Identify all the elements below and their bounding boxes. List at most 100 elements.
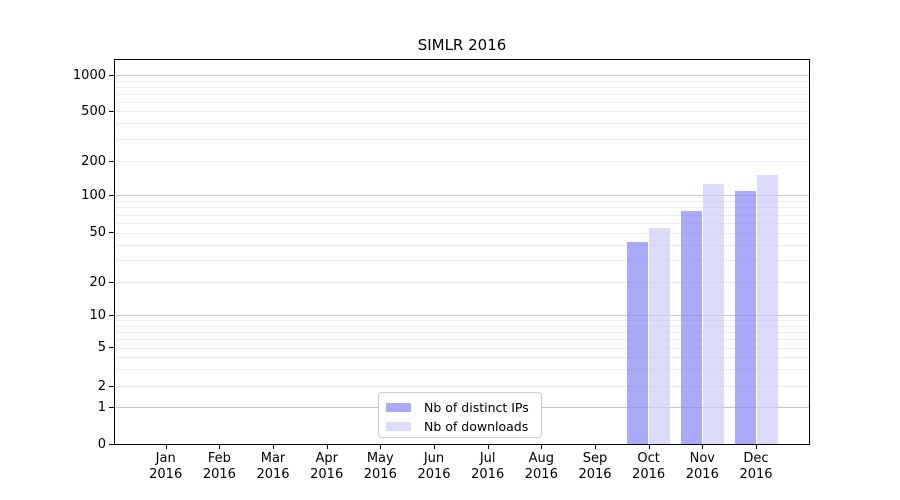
gridline-major — [115, 315, 809, 316]
y-tick-mark — [109, 406, 114, 408]
x-tick-label-year: 2016 — [471, 466, 505, 482]
gridline-minor — [115, 339, 809, 341]
gridline-minor — [115, 386, 809, 388]
y-tick-label: 0 — [97, 436, 106, 452]
y-tick-label: 200 — [81, 153, 106, 169]
legend-item-downloads: Nb of downloads — [386, 417, 541, 436]
x-tick-mark — [219, 445, 221, 449]
bar-dec-downloads — [756, 174, 778, 444]
gridline-major — [115, 195, 809, 197]
gridline-minor — [115, 93, 809, 95]
gridline-minor — [115, 347, 809, 349]
gridline-minor — [115, 201, 809, 203]
legend-swatch-distinct-ips — [386, 403, 411, 412]
x-tick-mark — [380, 445, 382, 449]
gridline-minor — [115, 232, 809, 234]
gridline-minor — [115, 244, 809, 246]
y-tick-mark — [109, 347, 114, 349]
x-tick-label: Jul 2016 — [460, 451, 516, 482]
x-tick-label-year: 2016 — [417, 466, 451, 482]
x-tick-label-year: 2016 — [310, 466, 344, 482]
x-tick-label-year: 2016 — [685, 466, 719, 482]
gridline-minor — [115, 260, 809, 262]
y-tick-label: 2 — [97, 378, 106, 394]
plot-area — [114, 59, 810, 445]
gridline-minor — [115, 214, 809, 216]
gridline-minor — [115, 320, 809, 321]
y-tick-mark — [109, 281, 114, 283]
x-tick-label: Aug 2016 — [513, 451, 569, 482]
x-tick-label: Feb 2016 — [191, 451, 247, 482]
y-tick-label: 1 — [97, 399, 106, 415]
x-tick-label-month: Sep — [582, 451, 608, 466]
x-tick-label: Jan 2016 — [138, 451, 194, 482]
gridline-minor — [115, 331, 809, 333]
y-tick-label: 5 — [97, 340, 106, 356]
y-tick-mark — [109, 443, 114, 445]
x-tick-label: Jun 2016 — [406, 451, 462, 482]
x-tick-mark — [648, 445, 650, 449]
x-tick-label-month: Feb — [207, 451, 231, 466]
x-tick-label-year: 2016 — [524, 466, 558, 482]
gridline-major — [115, 75, 809, 77]
x-tick-label: Oct 2016 — [621, 451, 677, 482]
x-tick-mark — [756, 445, 757, 449]
gridline-minor — [115, 87, 809, 88]
gridline-minor — [115, 207, 809, 209]
gridline-minor — [115, 111, 809, 113]
x-tick-label-month: Dec — [743, 451, 769, 466]
y-tick-mark — [109, 232, 114, 234]
gridline-minor — [115, 357, 809, 359]
gridline-minor — [115, 223, 809, 224]
x-tick-label-month: Mar — [260, 451, 286, 466]
x-tick-mark — [434, 445, 435, 449]
x-tick-label-year: 2016 — [202, 466, 236, 482]
y-tick-mark — [109, 160, 114, 162]
x-tick-mark — [165, 445, 167, 449]
legend: Nb of distinct IPs Nb of downloads — [378, 392, 542, 438]
y-tick-label: 500 — [81, 103, 106, 119]
x-tick-label-year: 2016 — [256, 466, 290, 482]
x-tick-mark — [702, 445, 704, 449]
x-tick-label-month: Nov — [689, 451, 715, 466]
y-tick-mark — [109, 385, 114, 387]
y-tick-label: 1000 — [72, 67, 106, 83]
gridline-minor — [115, 80, 809, 82]
legend-swatch-downloads — [386, 422, 411, 431]
chart-title: SIMLR 2016 — [417, 36, 507, 54]
x-tick-label-month: Aug — [528, 451, 554, 466]
bar-dec-distinct-ips — [734, 190, 756, 444]
gridline-minor — [115, 369, 809, 371]
x-tick-label-month: Oct — [637, 451, 660, 466]
bars-layer — [115, 60, 809, 444]
y-tick-mark — [109, 314, 114, 316]
x-tick-label: Dec 2016 — [728, 451, 784, 482]
x-tick-label-year: 2016 — [739, 466, 773, 482]
x-tick-label-year: 2016 — [149, 466, 183, 482]
gridline-minor — [115, 139, 809, 141]
x-tick-label-year: 2016 — [363, 466, 397, 482]
x-tick-label-month: Jul — [479, 451, 496, 466]
bar-oct-downloads — [649, 227, 671, 444]
gridline-minor — [115, 325, 809, 327]
x-tick-mark — [326, 445, 328, 449]
gridline-minor — [115, 123, 809, 125]
y-tick-mark — [109, 110, 114, 112]
x-tick-label-month: May — [366, 451, 394, 466]
gridline-minor — [115, 282, 809, 284]
y-tick-label: 10 — [89, 307, 106, 323]
bar-oct-distinct-ips — [627, 242, 649, 444]
x-tick-mark — [487, 445, 489, 449]
legend-label-distinct-ips: Nb of distinct IPs — [424, 400, 529, 415]
y-tick-label: 20 — [89, 274, 106, 290]
x-tick-label-year: 2016 — [578, 466, 612, 482]
bar-nov-downloads — [702, 184, 724, 444]
y-tick-mark — [109, 194, 114, 196]
y-tick-label: 100 — [81, 187, 106, 203]
x-tick-mark — [541, 445, 543, 449]
bar-nov-distinct-ips — [680, 210, 702, 444]
gridline-minor — [115, 161, 809, 163]
legend-item-distinct-ips: Nb of distinct IPs — [386, 398, 541, 417]
y-tick-label: 50 — [89, 225, 106, 241]
